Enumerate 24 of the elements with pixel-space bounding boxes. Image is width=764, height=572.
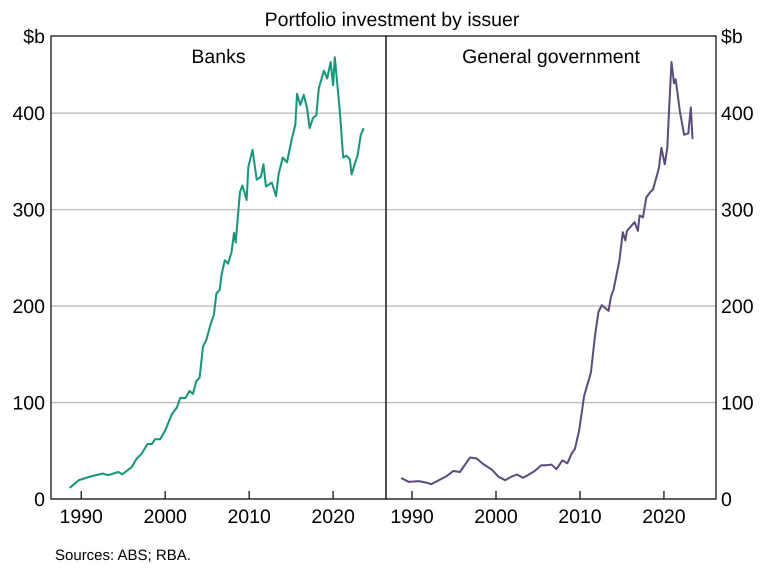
y-tick-label: 300 — [721, 200, 754, 222]
y-tick-label: 100 — [721, 392, 754, 415]
y-tick-label: 200 — [721, 296, 754, 318]
y-tick-label: 300 — [12, 200, 46, 222]
y-tick-label: 400 — [12, 103, 46, 126]
x-tick-label: 2020 — [311, 506, 355, 528]
y-tick-label: 100 — [12, 392, 46, 415]
y-tick-label: 200 — [12, 296, 46, 318]
x-tick-label: 2000 — [474, 506, 518, 528]
x-tick-label: 2020 — [642, 506, 686, 528]
x-tick-label: 1990 — [390, 506, 434, 528]
x-tick-label: 2010 — [558, 506, 602, 528]
y-tick-label: 0 — [721, 489, 732, 511]
x-tick-label: 1990 — [60, 506, 104, 528]
y-tick-label: 400 — [721, 103, 754, 126]
x-tick-label: 2000 — [143, 506, 188, 528]
x-tick-label: 2010 — [227, 506, 271, 528]
y-axis-title: $b — [721, 26, 743, 48]
text: General government — [462, 46, 640, 68]
y-axis-title: $b — [23, 26, 46, 48]
y-tick-label: 0 — [34, 489, 46, 511]
text: Portfolio investment by issuer — [264, 9, 520, 31]
text: Banks — [191, 46, 246, 68]
source-note: Sources: ABS; RBA. — [55, 547, 191, 564]
